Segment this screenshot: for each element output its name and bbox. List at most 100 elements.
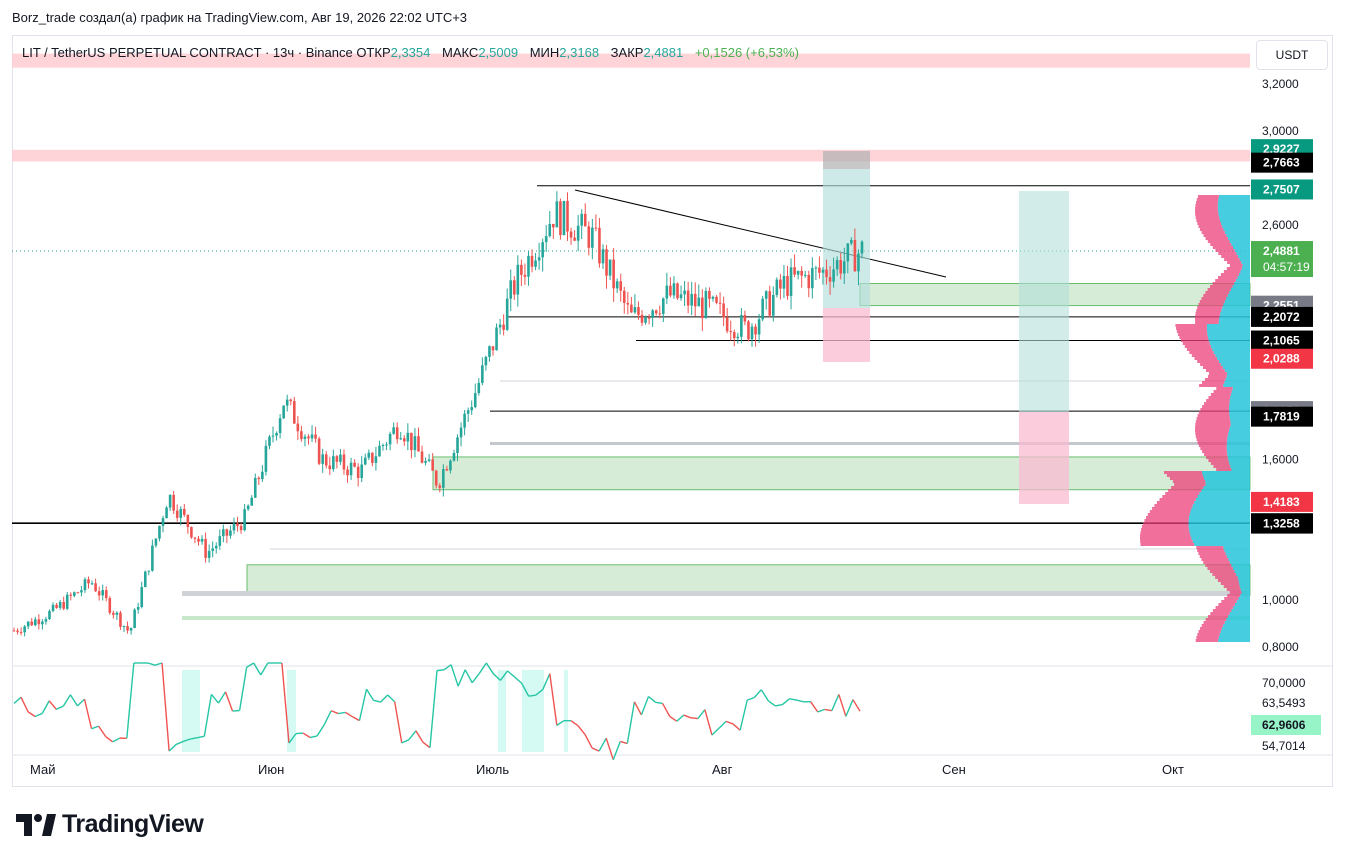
candle[interactable] [246, 505, 250, 510]
candle[interactable] [740, 315, 743, 337]
candle[interactable] [424, 460, 427, 463]
candle[interactable] [179, 509, 183, 518]
candle[interactable] [583, 213, 587, 227]
candle[interactable] [860, 241, 864, 254]
candle[interactable] [438, 485, 442, 488]
candle[interactable] [51, 604, 55, 611]
candle[interactable] [314, 434, 317, 439]
candle[interactable] [243, 509, 246, 531]
candle[interactable] [796, 270, 800, 275]
candle[interactable] [133, 609, 136, 629]
candle[interactable] [353, 462, 356, 467]
candle[interactable] [729, 331, 733, 333]
candle[interactable] [495, 327, 498, 351]
candle[interactable] [427, 459, 431, 461]
candle[interactable] [516, 264, 520, 295]
candle[interactable] [442, 469, 445, 488]
candle[interactable] [225, 529, 229, 536]
candle[interactable] [573, 237, 576, 241]
candle[interactable] [62, 601, 65, 609]
candle[interactable] [87, 579, 90, 584]
candle[interactable] [406, 432, 410, 442]
candle[interactable] [704, 290, 708, 319]
candle[interactable] [214, 545, 218, 549]
candle[interactable] [197, 538, 200, 542]
candle[interactable] [236, 523, 239, 527]
candle[interactable] [392, 427, 395, 434]
candle[interactable] [690, 293, 693, 306]
candle[interactable] [732, 332, 736, 339]
candle[interactable] [445, 469, 449, 471]
candle[interactable] [360, 464, 364, 479]
candle[interactable] [65, 594, 69, 609]
candle[interactable] [566, 200, 569, 232]
candle[interactable] [69, 594, 73, 596]
candle[interactable] [615, 281, 619, 289]
candle[interactable] [598, 227, 601, 264]
candle[interactable] [722, 303, 725, 318]
candle[interactable] [523, 274, 527, 277]
candle[interactable] [285, 399, 289, 406]
candle[interactable] [275, 433, 278, 436]
candle[interactable] [381, 445, 385, 447]
candle[interactable] [293, 401, 296, 424]
candle[interactable] [183, 509, 186, 515]
candle[interactable] [324, 454, 328, 466]
candle[interactable] [693, 293, 697, 307]
candle[interactable] [190, 527, 193, 538]
candle[interactable] [605, 249, 608, 276]
candle[interactable] [679, 294, 683, 299]
candle[interactable] [662, 298, 665, 314]
candle[interactable] [832, 269, 835, 282]
candle[interactable] [402, 438, 406, 442]
candle[interactable] [250, 497, 254, 506]
candle[interactable] [431, 459, 434, 471]
candle[interactable] [669, 285, 672, 296]
candle[interactable] [112, 612, 115, 615]
candle[interactable] [367, 452, 371, 458]
candle[interactable] [761, 298, 764, 320]
candle[interactable] [793, 267, 796, 275]
candle[interactable] [466, 410, 470, 414]
candle[interactable] [76, 592, 80, 594]
candle[interactable] [30, 621, 34, 626]
candle[interactable] [552, 223, 555, 228]
candle[interactable] [23, 626, 26, 633]
candle[interactable] [342, 454, 346, 470]
candle[interactable] [303, 436, 307, 439]
candle[interactable] [136, 606, 140, 610]
candle[interactable] [718, 302, 722, 304]
candle[interactable] [104, 590, 108, 599]
candle[interactable] [512, 280, 516, 295]
candle[interactable] [33, 619, 37, 626]
candle[interactable] [97, 591, 101, 596]
candle[interactable] [211, 548, 214, 551]
candle[interactable] [484, 356, 488, 366]
candle[interactable] [356, 466, 360, 479]
candle[interactable] [310, 434, 314, 439]
position-profit-zone[interactable] [823, 169, 870, 308]
position-stop-zone[interactable] [1019, 412, 1069, 504]
candle[interactable] [207, 550, 211, 558]
candle[interactable] [594, 227, 598, 229]
candle[interactable] [665, 285, 669, 299]
position-target-zone[interactable] [823, 151, 870, 169]
candle[interactable] [264, 445, 268, 472]
candle[interactable] [839, 260, 843, 274]
candle[interactable] [747, 321, 750, 340]
candle[interactable] [80, 590, 83, 593]
candle[interactable] [101, 590, 105, 596]
candle[interactable] [530, 255, 534, 267]
tradingview-logo[interactable]: TradingView [16, 810, 204, 839]
candle[interactable] [417, 436, 420, 452]
candle[interactable] [147, 570, 151, 572]
candle[interactable] [853, 239, 857, 272]
candle[interactable] [619, 281, 623, 291]
candle[interactable] [697, 297, 701, 307]
candle[interactable] [385, 444, 388, 446]
candle[interactable] [633, 307, 637, 313]
candle[interactable] [520, 264, 523, 275]
candle[interactable] [814, 267, 818, 269]
candle[interactable] [789, 267, 793, 296]
candle[interactable] [708, 290, 711, 299]
